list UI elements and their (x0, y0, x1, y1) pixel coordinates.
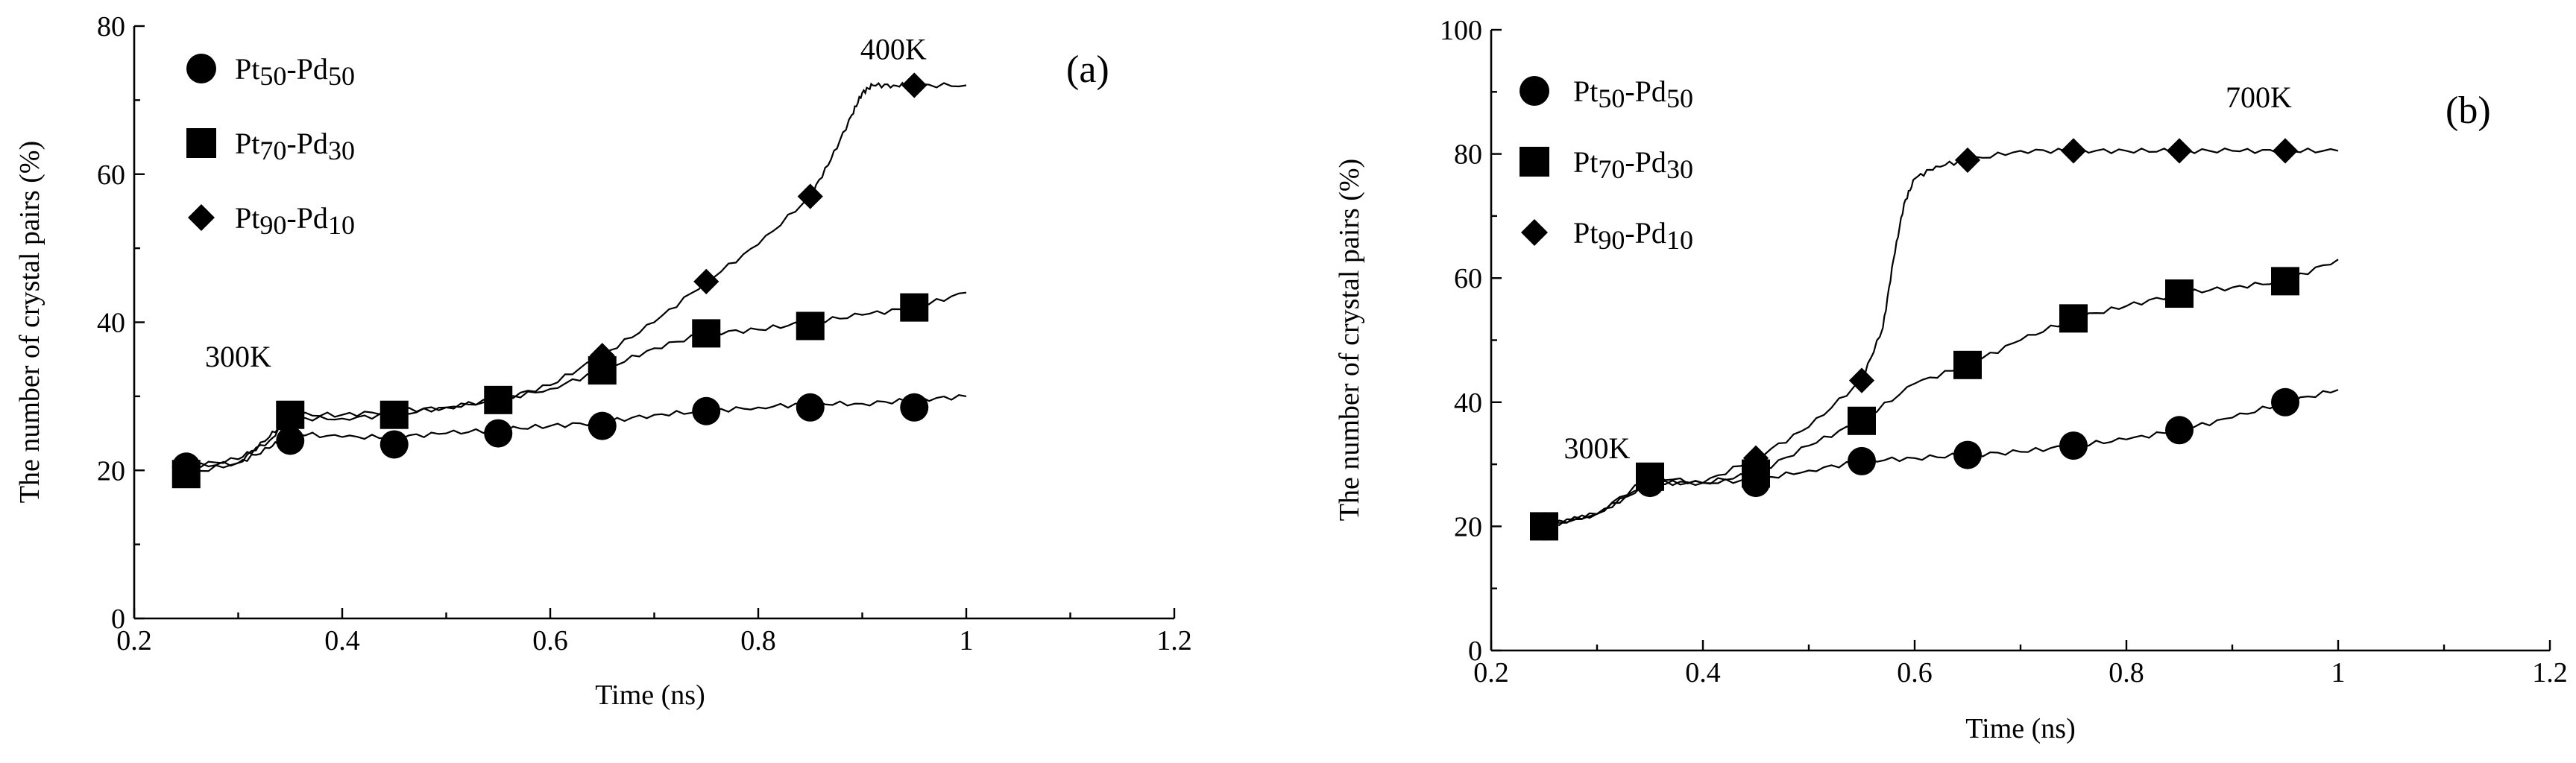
square-marker (900, 293, 929, 322)
diamond-marker (1742, 445, 1769, 471)
legend-label: Pt90-Pd10 (1573, 216, 1693, 255)
circle-marker (1953, 440, 1982, 469)
x-tick-label: 0.2 (1473, 657, 1509, 688)
panel-b-annotations: 300K 700K (1564, 80, 2293, 465)
legend-label: Pt90-Pd10 (235, 201, 355, 240)
panel-a-x-ticks: 0.2 0.4 0.6 0.8 1 1.2 (116, 608, 1192, 656)
diamond-marker (797, 183, 823, 209)
temperature-annotation: 700K (2226, 80, 2292, 114)
square-marker (484, 385, 513, 414)
square-marker (380, 400, 409, 429)
circle-marker (2165, 416, 2194, 445)
panel-a-y-axis-label: The number of crystal pairs (%) (14, 141, 45, 503)
y-tick-label: 80 (97, 11, 125, 42)
x-tick-label: 0.6 (532, 625, 568, 656)
x-tick-label: 0.4 (324, 625, 360, 656)
panel-a-legend: Pt50-Pd50 Pt70-Pd30 Pt90-Pd10 (186, 52, 355, 240)
panel-a-x-axis-label: Time (ns) (595, 680, 705, 711)
square-marker (2165, 279, 2194, 308)
panel-a-y-ticks: 0 20 40 60 80 (97, 11, 145, 635)
y-tick-label: 60 (97, 159, 125, 191)
x-tick-label: 0.4 (1685, 657, 1721, 688)
panel-b-markers (1530, 138, 2299, 541)
legend-label: Pt70-Pd30 (1573, 145, 1693, 184)
legend-label: Pt70-Pd30 (235, 127, 355, 165)
square-marker (1848, 406, 1876, 435)
circle-marker (380, 430, 409, 459)
series-line-pt50-pd50 (1544, 389, 2339, 528)
circle-marker (900, 393, 929, 422)
x-tick-label: 0.8 (2109, 657, 2144, 688)
series-line-pt70-pd30 (1543, 259, 2339, 528)
diamond-marker (1954, 147, 1981, 174)
x-tick-label: 0.2 (116, 625, 152, 656)
legend-label: Pt50-Pd50 (235, 52, 355, 91)
square-marker (1953, 350, 1982, 379)
x-tick-label: 1.2 (2532, 657, 2568, 688)
panel-b-x-axis-label: Time (ns) (1965, 713, 2075, 744)
temperature-annotation: 300K (1564, 431, 1631, 465)
panel-b-legend: Pt50-Pd50 Pt70-Pd30 Pt90-Pd10 (1520, 75, 1693, 255)
panel-b-y-axis-label: The number of crystal pairs (%) (1334, 159, 1365, 521)
square-marker (2271, 267, 2299, 296)
y-tick-label: 40 (1454, 387, 1482, 419)
temperature-annotation: 300K (205, 340, 271, 373)
diamond-marker (901, 72, 928, 98)
y-tick-label: 80 (1454, 139, 1482, 171)
diamond-marker (2060, 138, 2087, 164)
circle-marker (276, 426, 305, 455)
circle-marker (1848, 446, 1876, 475)
square-marker (2059, 304, 2088, 333)
square-marker (796, 311, 825, 341)
legend-diamond-icon (1521, 219, 1548, 246)
diamond-marker (2272, 138, 2299, 164)
y-tick-label: 0 (1468, 636, 1482, 667)
circle-marker (588, 411, 617, 440)
series-line-pt70-pd30 (186, 291, 967, 475)
diamond-marker (589, 343, 615, 369)
circle-marker (484, 419, 513, 448)
temperature-annotation: 400K (860, 33, 927, 66)
square-marker (1530, 512, 1558, 541)
square-marker (692, 319, 721, 348)
panel-a-markers (171, 72, 929, 489)
legend-square-icon (186, 128, 216, 158)
panel-b-label: (b) (2446, 89, 2491, 132)
square-marker (1636, 462, 1664, 491)
y-tick-label: 20 (97, 455, 125, 487)
x-tick-label: 1 (2331, 657, 2346, 688)
circle-marker (2059, 431, 2088, 460)
diamond-marker (1848, 367, 1875, 393)
y-tick-label: 60 (1454, 263, 1482, 294)
diamond-marker (693, 268, 719, 294)
circle-marker (2271, 387, 2299, 417)
panel-b-y-ticks: 0 20 40 60 80 100 (1440, 15, 1502, 667)
legend-circle-icon (1520, 76, 1549, 106)
circle-marker (796, 393, 825, 422)
panel-b-x-ticks: 0.2 0.4 0.6 0.8 1 1.2 (1473, 640, 2568, 688)
diamond-marker (2166, 138, 2193, 164)
circle-marker (692, 396, 721, 425)
legend-label: Pt50-Pd50 (1573, 75, 1693, 113)
legend-diamond-icon (188, 204, 215, 231)
square-marker (171, 460, 201, 489)
legend-circle-icon (186, 54, 216, 83)
panel-a-annotations: 300K 400K (205, 33, 927, 373)
y-tick-label: 20 (1454, 511, 1482, 542)
x-tick-label: 0.6 (1897, 657, 1933, 688)
series-line-pt90-pd10 (186, 81, 967, 468)
y-tick-label: 0 (111, 604, 125, 635)
panel-a: 0.2 0.4 0.6 0.8 1 1.2 0 20 40 60 80 Pt50-Pd50 Pt70… (14, 11, 1192, 711)
diamond-marker (277, 409, 303, 435)
y-tick-label: 40 (97, 308, 125, 339)
x-tick-label: 1.2 (1156, 625, 1192, 656)
x-tick-label: 1 (960, 625, 974, 656)
y-tick-label: 100 (1440, 15, 1482, 46)
x-tick-label: 0.8 (740, 625, 776, 656)
legend-square-icon (1520, 147, 1549, 177)
panel-a-label: (a) (1066, 48, 1109, 91)
